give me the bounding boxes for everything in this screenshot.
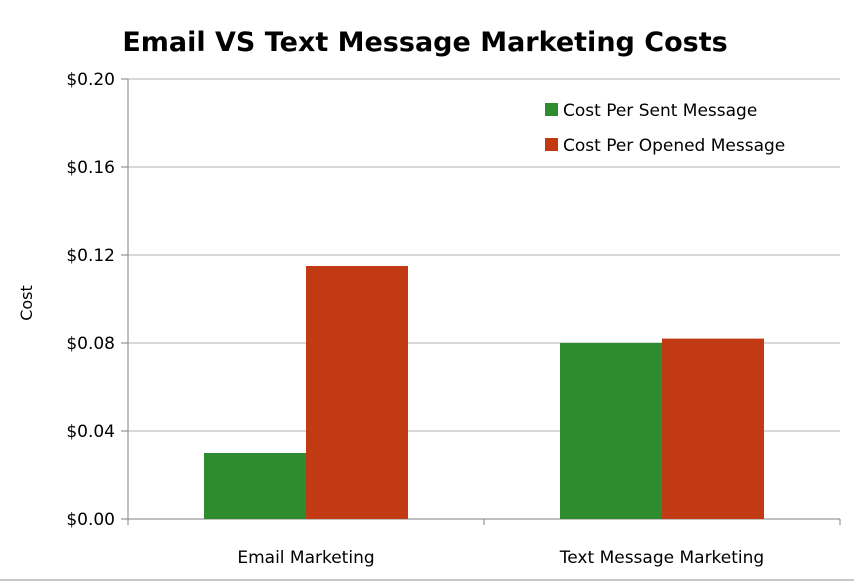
legend-label: Cost Per Opened Message bbox=[563, 136, 785, 156]
legend: Cost Per Sent Message Cost Per Opened Mes… bbox=[545, 101, 785, 156]
bars bbox=[204, 266, 764, 519]
bar bbox=[204, 453, 306, 519]
bar bbox=[560, 343, 662, 519]
bar bbox=[662, 338, 764, 519]
x-category-label: Text Message Marketing bbox=[559, 548, 764, 568]
y-tick-label: $0.16 bbox=[66, 158, 115, 178]
bar bbox=[306, 266, 408, 519]
bottom-divider bbox=[0, 579, 854, 581]
category-labels: Email Marketing Text Message Marketing bbox=[237, 548, 764, 568]
y-tick-label: $0.12 bbox=[66, 246, 115, 266]
legend-label: Cost Per Sent Message bbox=[563, 101, 757, 121]
y-tick-label: $0.08 bbox=[66, 334, 115, 354]
y-axis-ticks: $0.00 $0.04 $0.08 $0.12 $0.16 $0.20 bbox=[66, 70, 128, 530]
chart-title: Email VS Text Message Marketing Costs bbox=[122, 27, 727, 58]
y-tick-label: $0.20 bbox=[66, 70, 115, 90]
x-category-label: Email Marketing bbox=[237, 548, 374, 568]
y-tick-label: $0.04 bbox=[66, 422, 115, 442]
y-tick-label: $0.00 bbox=[66, 510, 115, 530]
legend-swatch bbox=[545, 103, 558, 116]
legend-swatch bbox=[545, 138, 558, 151]
y-axis-label: Cost bbox=[17, 285, 36, 321]
